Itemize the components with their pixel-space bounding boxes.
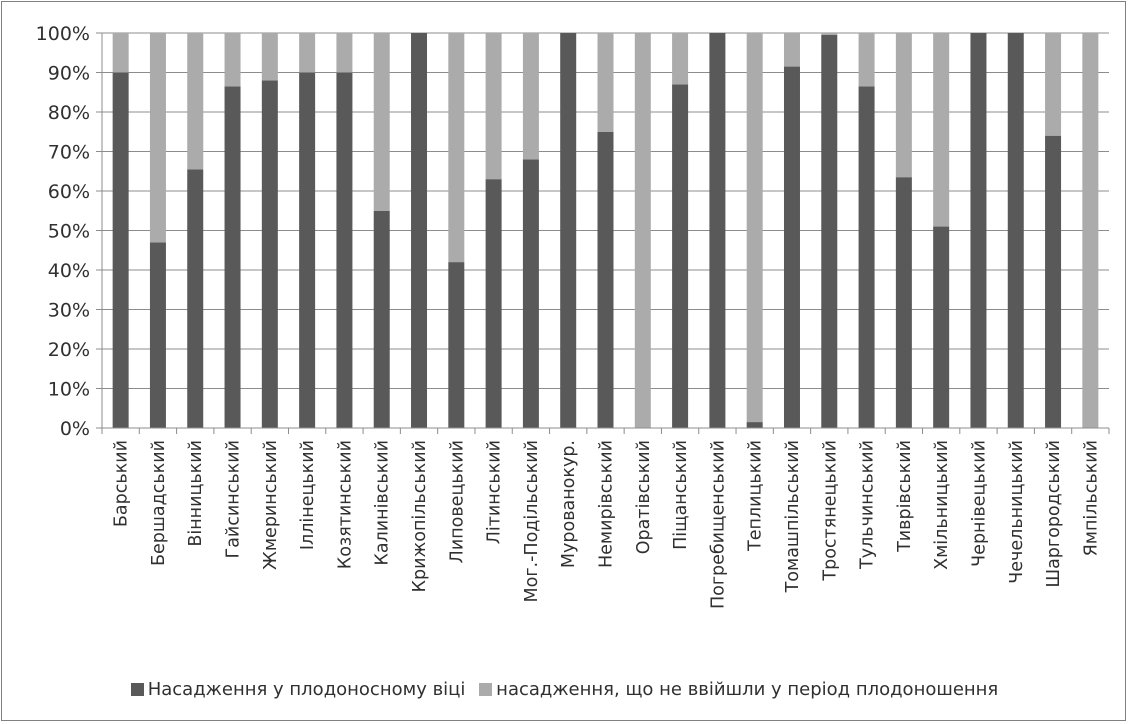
y-tick-label: 60%: [48, 181, 90, 203]
x-axis-labels: Барський Бершадський Вінницький Гайсинський…: [112, 440, 1102, 609]
x-tick-label: Ямпільський: [1081, 440, 1101, 556]
bar-young: [895, 33, 912, 178]
y-tick-label: 20%: [48, 339, 90, 361]
bar-bearing: [746, 422, 763, 428]
y-tick-label: 100%: [36, 23, 90, 45]
x-tick-label: Іллінецький: [298, 440, 318, 550]
x-tick-label: Літинський: [485, 440, 505, 544]
legend-label-young: насадження, що не ввійшли у період плодо…: [496, 678, 999, 700]
legend-label-bearing: Насадження у плодоносному віці: [147, 678, 466, 700]
legend-item-young: насадження, що не ввійшли у період плодо…: [479, 679, 998, 700]
x-tick-label: Шаргородський: [1044, 440, 1064, 588]
x-tick-label: Погребищенський: [708, 440, 728, 609]
bar-bearing: [411, 33, 428, 428]
legend-swatch-young: [479, 682, 493, 696]
bar-young: [149, 33, 166, 243]
y-tick-label: 30%: [48, 300, 90, 322]
bar-bearing: [858, 86, 875, 428]
legend-swatch-bearing: [130, 682, 144, 696]
bar-young: [299, 33, 316, 73]
legend: Насадження у плодоносному віці насадженн…: [0, 678, 1129, 700]
legend-item-bearing: Насадження у плодоносному віці: [130, 678, 466, 700]
x-tick-label: Тиврівський: [895, 440, 915, 553]
bar-bearing: [149, 242, 166, 428]
bar-bearing: [821, 34, 838, 428]
x-tick-label: Хмільницький: [932, 440, 952, 570]
bar-young: [485, 33, 502, 180]
bar-bearing: [783, 66, 800, 428]
y-tick-label: 90%: [48, 63, 90, 85]
bar-bearing: [709, 33, 726, 428]
bar-young: [112, 33, 129, 73]
bars: [112, 33, 1099, 429]
bar-bearing: [485, 179, 502, 428]
y-tick-label: 80%: [48, 102, 90, 124]
bar-young: [1045, 33, 1062, 136]
bar-bearing: [1007, 33, 1024, 428]
y-tick-label: 50%: [48, 221, 90, 243]
y-axis-labels: 0% 10% 20% 30% 40% 50% 60% 70% 80% 90% 100%: [36, 23, 90, 440]
bar-young: [448, 33, 465, 263]
x-tick-label: Піщанський: [671, 440, 691, 550]
bar-bearing: [970, 33, 987, 428]
x-tick-label: Мурованокур.: [559, 440, 579, 568]
x-tick-label: Гайсинський: [224, 440, 244, 558]
x-tick-label: Чернівецький: [969, 440, 989, 567]
bar-bearing: [597, 131, 614, 428]
x-tick-label: Козятинський: [335, 440, 355, 569]
bar-bearing: [933, 226, 950, 428]
bar-young: [522, 33, 539, 160]
x-tick-label: Вінницький: [186, 440, 206, 547]
bar-bearing: [672, 84, 689, 428]
bar-bearing: [336, 72, 353, 428]
bar-bearing: [261, 80, 278, 429]
bar-bearing: [522, 159, 539, 428]
x-tick-label: Тростянецький: [820, 440, 840, 582]
x-tick-label: Барський: [112, 440, 132, 527]
bar-bearing: [224, 86, 241, 428]
x-tick-label: Калинівський: [373, 440, 393, 566]
bar-young: [187, 33, 204, 170]
bar-young: [746, 33, 763, 423]
bar-young: [672, 33, 689, 85]
bar-bearing: [560, 33, 577, 428]
bar-bearing: [187, 169, 204, 428]
bar-bearing: [1045, 135, 1062, 428]
bar-bearing: [112, 72, 129, 428]
bar-bearing: [299, 72, 316, 428]
x-tick-label: Жмеринський: [261, 440, 281, 570]
y-tick-label: 70%: [48, 142, 90, 164]
y-tick-label: 10%: [48, 379, 90, 401]
bar-young: [858, 33, 875, 87]
bar-young: [634, 33, 651, 428]
bar-young: [783, 33, 800, 67]
bar-young: [336, 33, 353, 73]
x-tick-label: Теплицький: [746, 440, 766, 552]
x-tick-label: Мог.-Подільський: [522, 440, 542, 602]
x-tick-label: Крижопільський: [410, 440, 430, 592]
x-tick-label: Немирівський: [597, 440, 617, 568]
bar-young: [597, 33, 614, 132]
x-tick-label: Липовецький: [447, 440, 467, 563]
x-tick-label: Томашпільський: [783, 440, 803, 593]
x-tick-label: Чечельницький: [1007, 440, 1027, 584]
bar-young: [224, 33, 241, 87]
bar-young: [933, 33, 950, 227]
bar-young: [373, 33, 390, 211]
axes: [101, 33, 1110, 434]
x-tick-label: Бершадський: [149, 440, 169, 566]
y-tick-label: 0%: [60, 418, 90, 440]
bar-young: [1082, 33, 1099, 428]
x-tick-label: Оратівський: [634, 440, 654, 554]
bar-bearing: [373, 210, 390, 428]
bar-bearing: [448, 262, 465, 428]
x-tick-label: Тульчинський: [858, 440, 878, 570]
bar-bearing: [895, 177, 912, 428]
bar-young: [261, 33, 278, 81]
y-tick-label: 40%: [48, 260, 90, 282]
bar-young: [821, 33, 838, 35]
